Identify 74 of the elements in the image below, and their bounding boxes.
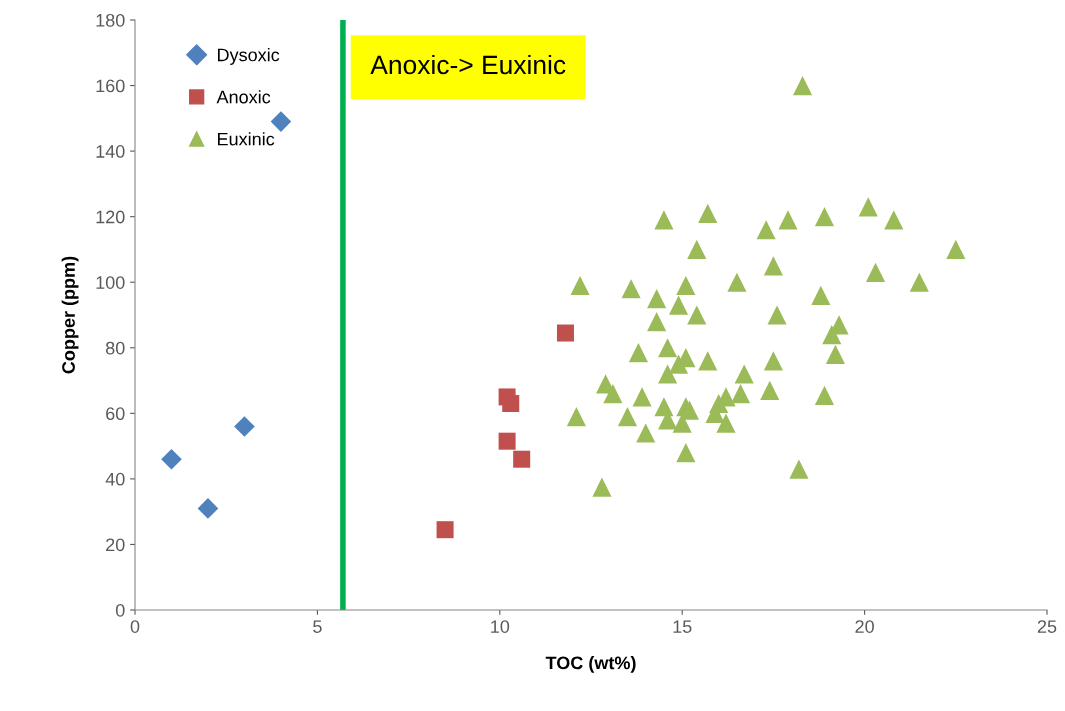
point xyxy=(513,450,531,468)
point xyxy=(814,207,835,227)
point xyxy=(647,289,667,309)
x-tick-label: 5 xyxy=(313,620,322,633)
point xyxy=(621,279,641,299)
legend-label: Dysoxic xyxy=(218,48,280,65)
point xyxy=(566,407,586,427)
y-tick-label: 0 xyxy=(115,603,125,617)
point xyxy=(760,380,780,400)
point xyxy=(617,407,638,427)
x-tick-label: 0 xyxy=(130,620,140,633)
point xyxy=(592,477,612,497)
point xyxy=(814,385,835,405)
point xyxy=(946,239,966,260)
point xyxy=(556,324,574,342)
point xyxy=(825,344,845,364)
point xyxy=(270,111,292,132)
point xyxy=(676,443,696,463)
point xyxy=(570,275,590,296)
y-tick-label: 100 xyxy=(96,276,125,289)
y-tick-label: 120 xyxy=(96,210,125,224)
x-tick-label: 15 xyxy=(673,620,692,633)
point xyxy=(654,210,674,230)
y-tick-label: 160 xyxy=(96,79,125,93)
y-tick-label: 80 xyxy=(105,341,125,355)
legend-label: Anoxic xyxy=(216,90,271,104)
y-tick-label: 20 xyxy=(106,538,125,552)
point xyxy=(502,394,520,413)
x-tick-label: 20 xyxy=(855,620,874,633)
y-tick-label: 60 xyxy=(106,407,125,421)
y-tick-label: 180 xyxy=(96,13,125,27)
point xyxy=(658,364,678,384)
point xyxy=(763,351,783,371)
point xyxy=(658,338,678,358)
point xyxy=(234,416,255,437)
point xyxy=(647,311,667,332)
x-tick-label: 10 xyxy=(491,620,510,633)
point xyxy=(716,413,736,433)
point xyxy=(698,351,718,371)
point xyxy=(654,397,674,417)
point xyxy=(884,210,904,230)
point xyxy=(767,305,787,325)
annotation: Anoxic-> Euxinic xyxy=(370,54,566,75)
point xyxy=(858,197,878,217)
point xyxy=(793,75,813,96)
point xyxy=(865,262,886,282)
point xyxy=(811,285,831,305)
point xyxy=(734,364,754,384)
point xyxy=(632,387,652,407)
point xyxy=(763,256,783,276)
point xyxy=(676,275,696,296)
point xyxy=(687,305,707,325)
point xyxy=(603,384,623,404)
point xyxy=(778,210,798,230)
x-axis-title: TOC (wt%) xyxy=(545,656,636,673)
point xyxy=(756,220,776,240)
point xyxy=(698,203,718,223)
x-tick-label: 25 xyxy=(1037,620,1057,633)
point xyxy=(161,448,182,470)
point xyxy=(668,295,689,315)
point xyxy=(436,521,454,539)
point xyxy=(731,384,751,404)
point xyxy=(636,423,656,443)
y-axis-title: Copper (ppm) xyxy=(61,256,79,374)
point xyxy=(727,272,747,292)
y-tick-label: 140 xyxy=(96,145,125,158)
point xyxy=(498,432,516,450)
point xyxy=(687,239,707,260)
point xyxy=(909,272,929,292)
legend-label: Euxinic xyxy=(218,132,275,146)
point xyxy=(789,459,809,479)
y-tick-label: 40 xyxy=(105,472,125,486)
point xyxy=(197,498,219,519)
point xyxy=(628,343,648,363)
